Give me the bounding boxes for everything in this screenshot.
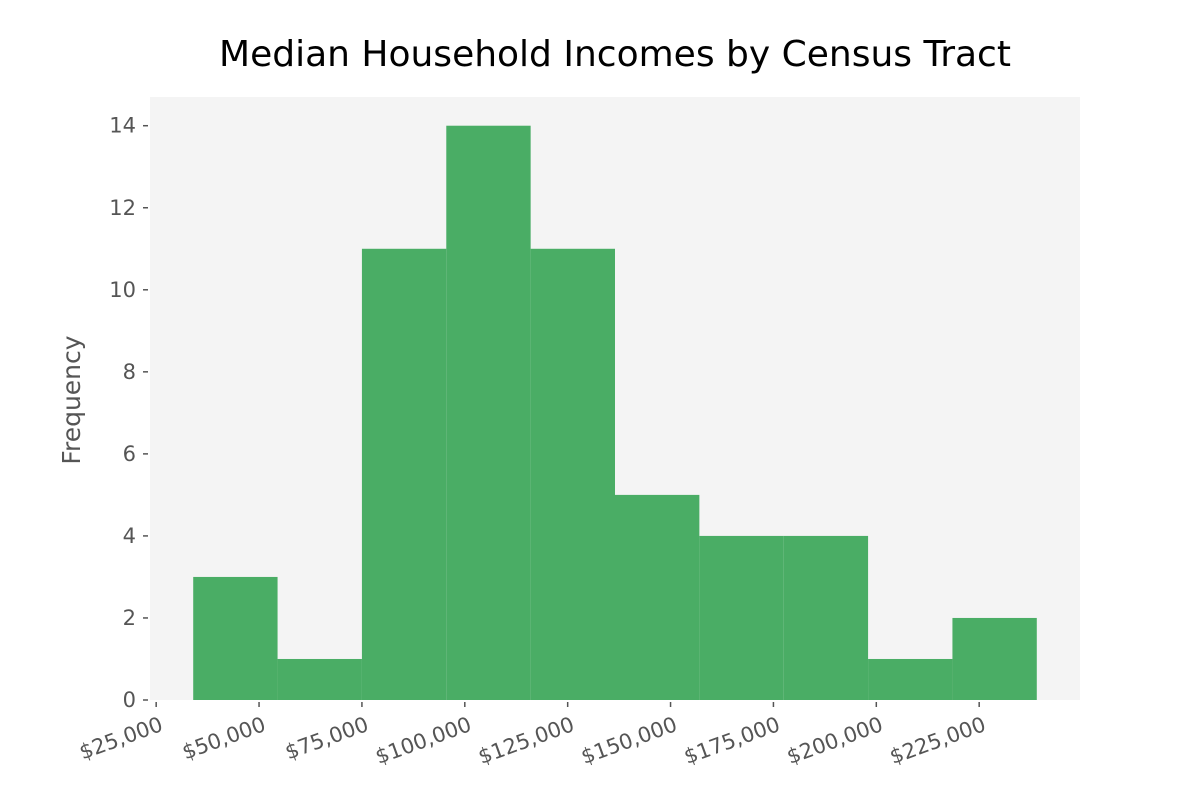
bar — [193, 576, 278, 700]
x-tick-label: $200,000 — [784, 712, 886, 769]
y-tick-label: 8 — [123, 360, 136, 384]
bar — [952, 617, 1037, 700]
bar — [277, 658, 362, 700]
bar — [868, 658, 953, 700]
bar — [361, 248, 447, 700]
x-tick-label: $100,000 — [372, 712, 474, 769]
bar — [446, 125, 531, 700]
chart-title: Median Household Incomes by Census Tract — [219, 34, 1011, 75]
x-tick-label: $175,000 — [681, 712, 783, 769]
x-tick-label: $75,000 — [282, 712, 372, 764]
x-tick-label: $50,000 — [179, 712, 269, 764]
y-tick-label: 0 — [123, 688, 136, 712]
y-tick-label: 12 — [109, 196, 136, 220]
x-tick-label: $125,000 — [475, 712, 577, 769]
bar — [783, 535, 869, 700]
x-tick-label: $150,000 — [578, 712, 680, 769]
bar — [530, 248, 615, 700]
y-tick-label: 14 — [109, 114, 136, 138]
y-tick-label: 2 — [123, 606, 136, 630]
y-tick-label: 4 — [123, 524, 136, 548]
x-tick-label: $225,000 — [887, 712, 989, 769]
bar — [615, 494, 700, 700]
y-tick-label: 6 — [123, 442, 136, 466]
y-axis-label: Frequency — [57, 335, 86, 464]
x-tick-label: $25,000 — [76, 712, 166, 764]
bar — [699, 535, 784, 700]
y-tick-label: 10 — [109, 278, 136, 302]
